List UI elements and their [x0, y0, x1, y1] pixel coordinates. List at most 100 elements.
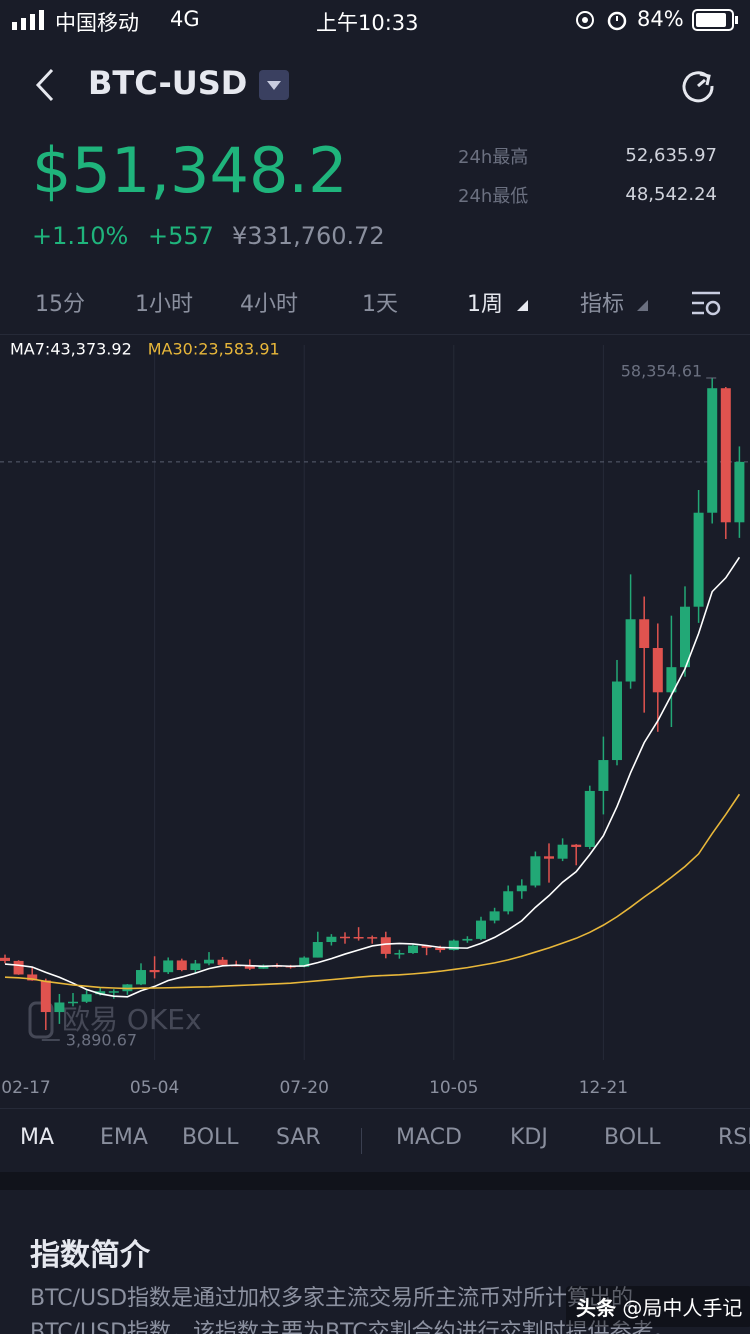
watermark-brand: 头条	[576, 1296, 616, 1320]
period-tab[interactable]: 15分	[35, 292, 85, 317]
candle-body	[163, 960, 174, 973]
candle-body	[625, 619, 636, 682]
candle-body	[707, 388, 718, 513]
intro-title: 指数简介	[30, 1238, 150, 1273]
candle-body	[530, 856, 541, 886]
candle-body	[639, 619, 650, 648]
last-price: $51,348.2	[32, 134, 348, 207]
candle-body	[516, 885, 527, 892]
period-tab[interactable]: 1周	[467, 292, 503, 317]
candle-body	[571, 844, 582, 847]
candle-body	[176, 960, 187, 971]
candle-body	[612, 681, 622, 761]
candle-body	[544, 856, 554, 859]
clock: 上午10:33	[316, 11, 419, 35]
candle-body	[476, 920, 486, 939]
min-label: 3,890.67	[66, 1031, 137, 1050]
period-caret	[517, 300, 528, 311]
candle-body	[54, 1002, 65, 1013]
candle-body	[720, 388, 731, 523]
price-cny: ¥331,760.72	[232, 222, 385, 250]
indicator-caret	[637, 300, 648, 311]
chart-watermark: 欧易 OKEx	[28, 1001, 202, 1039]
candle-body	[68, 1001, 78, 1004]
low-label: 24h最低	[458, 186, 529, 207]
period-tab[interactable]: 1天	[362, 292, 398, 317]
candle-body	[503, 891, 514, 912]
candle-body	[435, 947, 446, 951]
indicator-tab[interactable]: MACD	[396, 1125, 462, 1150]
candle-body	[598, 760, 609, 791]
candlestick-chart: 02-17 05-04 07-20 10-05 12-21 欧易 OKEx MA7:43,3…	[0, 340, 750, 1098]
candle-body	[462, 938, 473, 941]
section-gap	[0, 1172, 750, 1190]
candle-body	[584, 790, 595, 847]
candle-body	[326, 936, 337, 943]
ma-legend: MA7:43,373.92	[10, 340, 132, 359]
candle-body	[190, 963, 201, 971]
candle-body	[217, 959, 228, 965]
candle-body	[0, 957, 10, 961]
indicator-tab[interactable]: RSI	[718, 1125, 750, 1150]
battery-text: 84%	[637, 7, 684, 31]
candle-body	[693, 512, 704, 607]
indicator-tab[interactable]: KDJ	[510, 1125, 548, 1150]
back-button[interactable]	[34, 68, 58, 102]
indicator-tab[interactable]: SAR	[276, 1125, 321, 1150]
ma-legend: MA30:23,583.91	[148, 340, 280, 359]
x-tick-label: 12-21	[579, 1078, 628, 1098]
candle-body	[149, 970, 160, 973]
watermark-text: 欧易 OKEx	[62, 1003, 202, 1036]
pair-dropdown[interactable]	[259, 70, 289, 100]
candle-body	[353, 936, 364, 939]
high-value: 52,635.97	[625, 145, 717, 166]
candle-body	[408, 945, 418, 954]
candle-body	[299, 957, 310, 967]
candle-body	[394, 953, 405, 955]
status-icons	[576, 11, 627, 31]
divider	[0, 1108, 750, 1109]
candle-body	[557, 844, 568, 859]
candle-body	[312, 942, 323, 958]
candle-body	[448, 940, 459, 951]
candle-body	[666, 667, 677, 693]
high-label: 24h最高	[458, 147, 529, 168]
indicator-tab[interactable]: BOLL	[182, 1125, 239, 1150]
change-percent: +1.10%	[32, 222, 129, 250]
change-amount: +557	[148, 222, 214, 250]
intro-text: BTC/USD指数是通过加权多家主流交易所主流币对所计算出的BTC/USD指数，…	[30, 1286, 676, 1334]
period-tab[interactable]: 1小时	[135, 292, 193, 317]
network: 4G	[170, 7, 200, 31]
x-tick-label: 10-05	[429, 1078, 478, 1098]
candle-body	[136, 970, 146, 985]
candle-body	[244, 965, 255, 969]
candle-body	[27, 974, 38, 981]
divider	[0, 334, 750, 335]
candle-body	[204, 959, 214, 964]
signal-icon	[12, 10, 44, 30]
carrier: 中国移动	[55, 11, 139, 35]
candle-body	[340, 936, 350, 939]
candle-body	[81, 994, 92, 1002]
candle-body	[13, 960, 24, 975]
candle-body	[489, 911, 500, 921]
ma-line	[4, 556, 741, 998]
period-tab[interactable]: 4小时	[240, 292, 298, 317]
chart-settings[interactable]	[692, 290, 722, 318]
candle-body	[95, 991, 106, 995]
max-label: 58,354.61	[621, 361, 702, 380]
candle-body	[380, 937, 391, 954]
watermark-author: @局中人手记	[622, 1296, 743, 1320]
pair-title[interactable]: BTC-USD	[88, 64, 248, 102]
refresh-button[interactable]	[680, 68, 716, 104]
x-tick-label: 02-17	[1, 1078, 50, 1098]
indicator-tab[interactable]: 指标	[580, 292, 625, 317]
x-tick-label: 05-04	[130, 1078, 179, 1098]
indicator-tab[interactable]: MA	[20, 1125, 55, 1150]
indicator-tab[interactable]: BOLL	[604, 1125, 661, 1150]
candle-body	[421, 945, 432, 948]
candle-body	[40, 980, 51, 1013]
watermark: 头条 @局中人手记	[566, 1286, 750, 1327]
indicator-tab[interactable]: EMA	[100, 1125, 148, 1150]
